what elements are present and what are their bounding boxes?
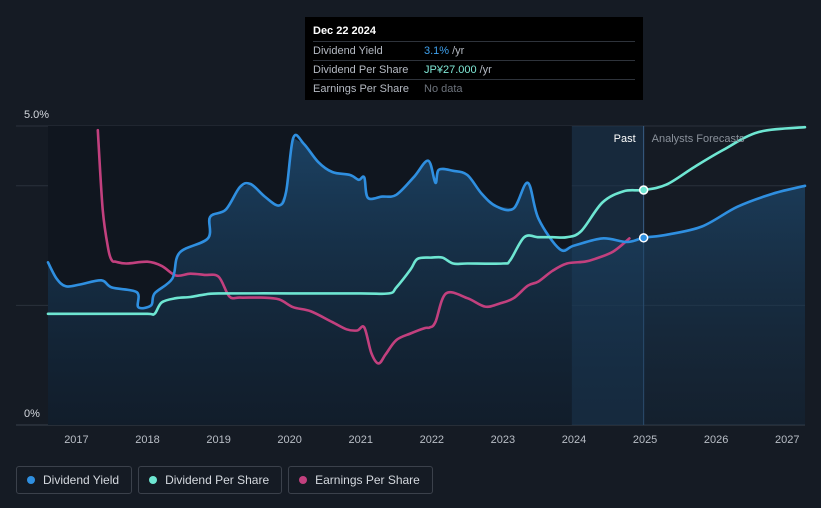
series-lines bbox=[46, 125, 807, 365]
y-axis-top-label: 5.0% bbox=[24, 109, 49, 121]
x-tick-label: 2020 bbox=[277, 434, 301, 446]
tooltip-row-dividend-yield: Dividend Yield 3.1% /yr bbox=[313, 41, 635, 60]
dividend-yield-line bbox=[46, 133, 807, 310]
chart-legend: Dividend Yield Dividend Per Share Earnin… bbox=[16, 466, 433, 494]
dividend-per-share-line bbox=[46, 125, 807, 316]
y-axis-bottom-label: 0% bbox=[24, 408, 40, 420]
tooltip-value: No data bbox=[424, 83, 463, 95]
tooltip-label: Dividend Per Share bbox=[313, 64, 409, 76]
x-tick-label: 2022 bbox=[420, 434, 444, 446]
dividend-yield-marker bbox=[638, 233, 649, 243]
tooltip-value: JP¥27.000 bbox=[424, 64, 477, 76]
x-tick-label: 2024 bbox=[562, 434, 586, 446]
chart-tooltip: Dec 22 2024 Dividend Yield 3.1% /yr Divi… bbox=[305, 17, 643, 100]
past-label: Past bbox=[614, 133, 636, 145]
legend-item-dividend-yield[interactable]: Dividend Yield bbox=[16, 466, 133, 494]
legend-dot-icon bbox=[149, 476, 158, 484]
tooltip-row-dividend-per-share: Dividend Per Share JP¥27.000 /yr bbox=[313, 60, 635, 79]
series-markers bbox=[638, 185, 649, 243]
tooltip-date: Dec 22 2024 bbox=[313, 25, 376, 37]
tooltip-row-earnings-per-share: Earnings Per Share No data bbox=[313, 79, 635, 98]
legend-dot-icon bbox=[27, 476, 35, 484]
tooltip-unit: /yr bbox=[452, 45, 465, 57]
legend-item-earnings-per-share[interactable]: Earnings Per Share bbox=[288, 466, 433, 494]
dividend-yield-fill bbox=[48, 138, 805, 425]
axis-labels: 5.0% 0% 2017 2018 2019 2020 2021 2022 2023 2024 20… bbox=[24, 109, 799, 446]
legend-label: Earnings Per Share bbox=[315, 473, 420, 487]
tooltip-label: Earnings Per Share bbox=[313, 83, 409, 95]
dividend-yield-area bbox=[48, 138, 805, 425]
x-tick-label: 2023 bbox=[491, 434, 515, 446]
legend-item-dividend-per-share[interactable]: Dividend Per Share bbox=[138, 466, 283, 494]
legend-dot-icon bbox=[299, 476, 308, 484]
earnings-per-share-line bbox=[96, 128, 631, 365]
x-tick-label: 2021 bbox=[349, 434, 373, 446]
x-tick-label: 2027 bbox=[775, 434, 799, 446]
forecast-label: Analysts Forecasts bbox=[652, 133, 745, 145]
tooltip-value: 3.1% bbox=[424, 45, 450, 57]
tooltip-label: Dividend Yield bbox=[313, 45, 383, 57]
tooltip-unit: /yr bbox=[479, 64, 492, 76]
legend-label: Dividend Per Share bbox=[165, 473, 270, 487]
x-tick-label: 2019 bbox=[206, 434, 230, 446]
x-tick-label: 2025 bbox=[633, 434, 657, 446]
legend-label: Dividend Yield bbox=[43, 473, 120, 487]
dividend-per-share-marker bbox=[638, 185, 649, 195]
x-tick-label: 2018 bbox=[135, 434, 159, 446]
x-tick-label: 2017 bbox=[64, 434, 88, 446]
x-tick-label: 2026 bbox=[704, 434, 728, 446]
